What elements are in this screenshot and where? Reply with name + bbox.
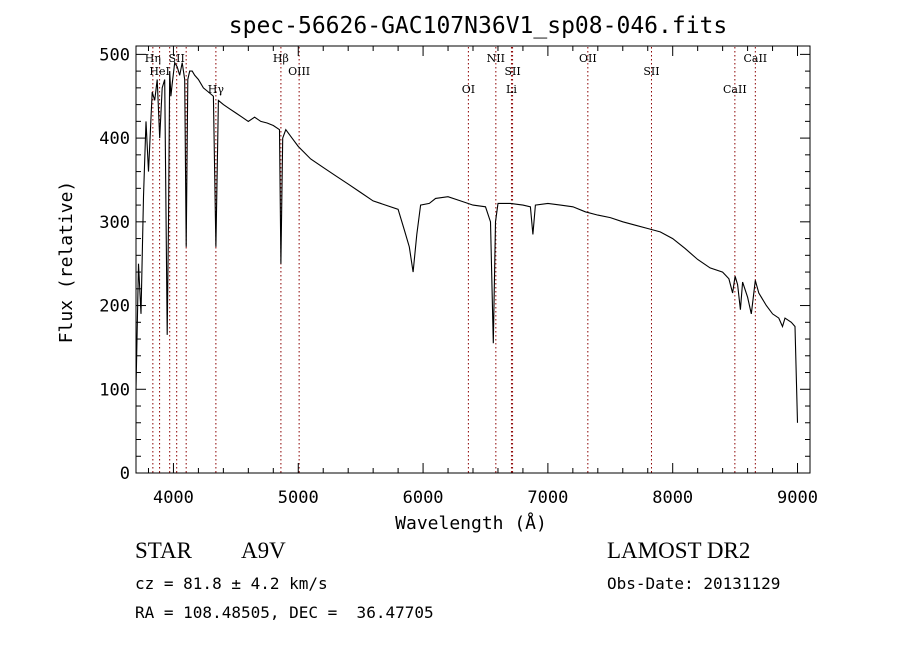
- x-tick-label: 4000: [153, 488, 194, 508]
- x-tick-label: 6000: [403, 488, 444, 508]
- line-markers: [152, 47, 756, 473]
- line-marker-label: Hγ: [208, 83, 225, 96]
- line-marker-label: Hβ: [273, 52, 289, 65]
- x-tick-label: 7000: [527, 488, 568, 508]
- object-subclass: A9V: [241, 538, 286, 563]
- plot-area: HηHeISIIHγHβOIIIOINIISIILiOIISIICaIICaII…: [99, 45, 818, 508]
- x-axis-ticks: 4000 5000 6000 7000 8000 9000: [147, 46, 818, 508]
- line-marker-label: OIII: [288, 65, 310, 78]
- y-tick-label: 100: [99, 380, 130, 400]
- y-axis-label: Flux (relative): [56, 181, 77, 344]
- x-tick-label: 9000: [777, 488, 818, 508]
- chart-title: spec-56626-GAC107N36V1_sp08-046.fits: [229, 13, 728, 39]
- line-marker-label: SII: [504, 65, 520, 78]
- line-marker-label: Hη: [145, 52, 161, 65]
- line-marker-label: NII: [487, 52, 505, 65]
- line-marker-label: OII: [579, 52, 597, 65]
- line-marker-label: CaII: [743, 52, 767, 65]
- plot-frame: [135, 45, 811, 474]
- x-axis-label: Wavelength (Å): [395, 512, 547, 534]
- line-marker-label: HeI: [149, 65, 169, 78]
- coordinates: RA = 108.48505, DEC = 36.47705: [135, 603, 434, 622]
- spectrum-line: [135, 61, 799, 423]
- line-marker-label: CaII: [723, 83, 747, 96]
- y-tick-label: 400: [99, 129, 130, 149]
- x-tick-label: 8000: [652, 488, 693, 508]
- y-tick-label: 500: [99, 45, 130, 65]
- object-class: STAR: [135, 538, 192, 563]
- line-marker-label: OI: [462, 83, 475, 96]
- observation-date: Obs-Date: 20131129: [607, 574, 781, 593]
- x-tick-label: 5000: [278, 488, 319, 508]
- line-marker-label: SII: [169, 52, 185, 65]
- y-tick-label: 300: [99, 213, 130, 233]
- survey-name: LAMOST DR2: [607, 538, 751, 563]
- redshift-cz: cz = 81.8 ± 4.2 km/s: [135, 574, 328, 593]
- line-marker-label: Li: [506, 83, 517, 96]
- y-axis-ticks: 0 100 200 300 400 500: [99, 45, 810, 484]
- y-tick-label: 0: [120, 464, 130, 484]
- line-marker-label: SII: [643, 65, 659, 78]
- y-tick-label: 200: [99, 297, 130, 317]
